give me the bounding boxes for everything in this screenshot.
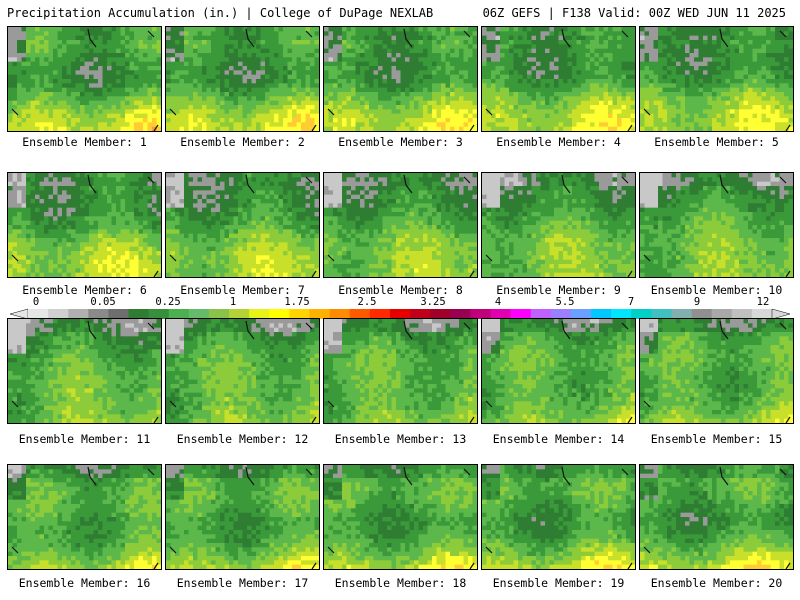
- colorbar-swatch: [168, 309, 190, 319]
- member-caption: Ensemble Member: 2: [180, 135, 305, 149]
- colorbar-tick-label: 2.5: [357, 296, 377, 308]
- member-caption: Ensemble Member: 4: [496, 135, 621, 149]
- colorbar-swatch: [289, 309, 310, 319]
- colorbar-tick-label: 0.25: [155, 296, 181, 308]
- colorbar-swatch: [249, 309, 270, 319]
- colorbar-swatch: [410, 309, 431, 319]
- map-panel: [323, 26, 478, 132]
- map-panel: [7, 172, 162, 278]
- colorbar-tick-label: 1: [229, 296, 237, 308]
- colorbar-swatch: [108, 309, 129, 319]
- map-panel: [7, 26, 162, 132]
- member-caption: Ensemble Member: 18: [334, 576, 467, 590]
- colorbar-swatch: [550, 309, 572, 319]
- colorbar-swatch: [631, 309, 652, 319]
- colorbar-swatch: [389, 309, 411, 319]
- member-caption: Ensemble Member: 3: [338, 135, 463, 149]
- colorbar-swatch: [510, 309, 531, 319]
- colorbar-swatch: [570, 309, 592, 319]
- colorbar: [10, 308, 790, 320]
- colorbar-tick-label: 12: [756, 296, 770, 308]
- colorbar-swatch: [470, 309, 491, 319]
- colorbar-swatch: [148, 309, 170, 319]
- colorbar-swatch: [671, 309, 692, 319]
- map-panel: [481, 26, 636, 132]
- colorbar-tick-label: 7: [627, 296, 635, 308]
- map-panel: [7, 464, 162, 570]
- colorbar-tick-label: 0: [32, 296, 40, 308]
- colorbar-swatch: [731, 309, 753, 319]
- member-caption: Ensemble Member: 8: [338, 283, 463, 297]
- colorbar-swatch: [269, 309, 290, 319]
- member-caption: Ensemble Member: 15: [650, 432, 783, 446]
- member-caption: Ensemble Member: 17: [176, 576, 309, 590]
- colorbar-swatch: [208, 309, 230, 319]
- member-caption: Ensemble Member: 13: [334, 432, 467, 446]
- map-panel: [639, 26, 794, 132]
- colorbar-swatch: [711, 309, 733, 319]
- colorbar-swatch: [751, 309, 773, 319]
- member-caption: Ensemble Member: 14: [492, 432, 625, 446]
- map-panel: [323, 318, 478, 424]
- map-panel: [481, 318, 636, 424]
- member-caption: Ensemble Member: 12: [176, 432, 309, 446]
- colorbar-swatch: [329, 309, 351, 319]
- colorbar-swatch: [530, 309, 552, 319]
- member-caption: Ensemble Member: 19: [492, 576, 625, 590]
- colorbar-swatch: [691, 309, 712, 319]
- colorbar-swatch: [430, 309, 451, 319]
- map-panel: [639, 318, 794, 424]
- member-caption: Ensemble Member: 16: [18, 576, 151, 590]
- map-panel: [481, 464, 636, 570]
- map-panel: [639, 464, 794, 570]
- map-panel: [323, 172, 478, 278]
- chart-title: Precipitation Accumulation (in.) | Colle…: [7, 6, 434, 20]
- map-panel: [7, 318, 162, 424]
- map-panel: [165, 26, 320, 132]
- colorbar-swatch: [369, 309, 391, 319]
- map-panel: [165, 318, 320, 424]
- colorbar-swatch: [48, 309, 69, 319]
- colorbar-tick-label: 1.75: [284, 296, 310, 308]
- colorbar-tick-label: 4: [494, 296, 502, 308]
- colorbar-swatch: [309, 309, 330, 319]
- member-caption: Ensemble Member: 5: [654, 135, 779, 149]
- map-panel: [481, 172, 636, 278]
- member-caption: Ensemble Member: 20: [650, 576, 783, 590]
- colorbar-tick-label: 3.25: [420, 296, 446, 308]
- colorbar-swatch: [611, 309, 632, 319]
- member-caption: Ensemble Member: 1: [22, 135, 147, 149]
- colorbar-tick-label: 9: [693, 296, 701, 308]
- member-caption: Ensemble Member: 7: [180, 283, 305, 297]
- map-panel: [165, 464, 320, 570]
- member-caption: Ensemble Member: 6: [22, 283, 147, 297]
- colorbar-swatch: [229, 309, 250, 319]
- member-caption: Ensemble Member: 9: [496, 283, 621, 297]
- colorbar-swatch: [490, 309, 511, 319]
- colorbar-swatch: [88, 309, 109, 319]
- colorbar-swatch: [450, 309, 471, 319]
- colorbar-swatch: [188, 309, 210, 319]
- colorbar-swatch: [591, 309, 612, 319]
- colorbar-swatch: [68, 309, 89, 319]
- colorbar-swatch: [128, 309, 149, 319]
- map-panel: [323, 464, 478, 570]
- colorbar-swatch: [651, 309, 672, 319]
- colorbar-swatch: [349, 309, 371, 319]
- member-caption: Ensemble Member: 11: [18, 432, 151, 446]
- run-valid-time: 06Z GEFS | F138 Valid: 00Z WED JUN 11 20…: [482, 6, 786, 20]
- member-caption: Ensemble Member: 10: [650, 283, 783, 297]
- map-panel: [165, 172, 320, 278]
- colorbar-tick-label: 5.5: [555, 296, 575, 308]
- colorbar-swatch: [28, 309, 49, 319]
- map-panel: [639, 172, 794, 278]
- colorbar-tick-label: 0.05: [90, 296, 116, 308]
- colorbar-arrow-right: [771, 308, 790, 320]
